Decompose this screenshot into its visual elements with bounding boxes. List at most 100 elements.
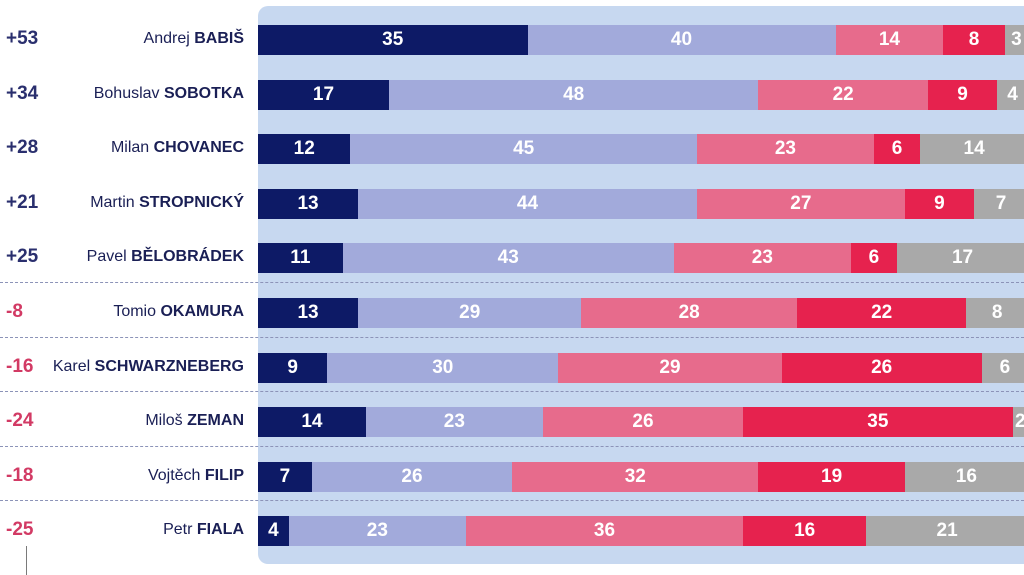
bar-segment: 32	[512, 461, 759, 492]
last-name: BĚLOBRÁDEK	[131, 248, 244, 266]
first-name: Miloš	[145, 412, 188, 430]
politician-name: Bohuslav SOBOTKA	[40, 67, 244, 121]
bar-segment: 8	[943, 25, 1005, 55]
bar-segment: 29	[358, 298, 582, 328]
bar-segment: 29	[558, 352, 782, 383]
bar-segment: 26	[542, 407, 744, 438]
bar-segment: 22	[758, 79, 928, 110]
stacked-bar: 11 43 23 6 17	[258, 243, 1024, 274]
chart-row: +25 Pavel BĚLOBRÁDEK 11 43 23 6 17	[0, 230, 1024, 284]
chart-row: -8 Tomio OKAMURA 13 29 28 22 8	[0, 285, 1024, 339]
bar-segment: 8	[966, 298, 1024, 328]
bar-segment: 11	[258, 243, 343, 274]
bar-segment: 23	[673, 243, 851, 274]
bar-segment: 28	[581, 298, 797, 328]
last-name: BABIŠ	[194, 30, 244, 47]
bar-segment: 16	[904, 461, 1024, 492]
stacked-bar: 12 45 23 6 14	[258, 134, 1024, 165]
bar-segment: 23	[696, 134, 874, 165]
row-separator	[0, 391, 1024, 393]
last-name: CHOVANEC	[153, 139, 244, 157]
politician-name: Miloš ZEMAN	[40, 394, 244, 448]
bar-segment: 6	[981, 352, 1024, 383]
net-score-label: -18	[6, 464, 34, 486]
last-name: STROPNICKÝ	[139, 193, 244, 211]
bar-segment: 7	[974, 188, 1024, 219]
bar-segment: 23	[365, 407, 543, 438]
bar-segment: 7	[258, 461, 312, 492]
axis-tick	[26, 546, 27, 575]
bar-segment: 14	[835, 25, 944, 55]
politician-name: Tomio OKAMURA	[40, 285, 244, 339]
bar-segment: 43	[342, 243, 674, 274]
stacked-bar: 7 26 32 19 16	[258, 461, 1024, 492]
bar-segment: 14	[920, 134, 1024, 165]
bar-segment: 44	[358, 188, 697, 219]
last-name: ZEMAN	[187, 412, 244, 430]
bar-segment: 13	[258, 188, 359, 219]
row-separator	[0, 500, 1024, 502]
chart-row: -25 Petr FIALA 4 23 36 16 21	[0, 503, 1024, 557]
stacked-bar: 14 23 26 35 2	[258, 407, 1024, 438]
bar-segment: 9	[904, 188, 975, 219]
first-name: Pavel	[86, 248, 132, 266]
bar-segment: 16	[743, 516, 867, 547]
first-name: Andrej	[143, 30, 195, 47]
politician-name: Karel SCHWARZNEBERG	[40, 340, 244, 394]
chart-row: -24 Miloš ZEMAN 14 23 26 35 2	[0, 394, 1024, 448]
last-name: FIALA	[196, 521, 244, 539]
bar-segment: 26	[311, 461, 513, 492]
bar-segment: 6	[873, 134, 921, 165]
stacked-bar: 13 44 27 9 7	[258, 188, 1024, 219]
bar-segment: 27	[696, 188, 905, 219]
chart-row: +28 Milan CHOVANEC 12 45 23 6 14	[0, 121, 1024, 175]
chart-row: -16 Karel SCHWARZNEBERG 9 30 29 26 6	[0, 340, 1024, 394]
first-name: Bohuslav	[93, 84, 164, 102]
first-name: Tomio	[113, 303, 161, 320]
net-score-label: +21	[6, 191, 39, 213]
chart-row: -18 Vojtěch FILIP 7 26 32 19 16	[0, 449, 1024, 503]
politician-name: Martin STROPNICKÝ	[40, 176, 244, 230]
last-name: SCHWARZNEBERG	[94, 357, 244, 375]
stacked-bar: 13 29 28 22 8	[258, 298, 1024, 328]
bar-segment: 13	[258, 298, 359, 328]
bar-segment: 23	[288, 516, 466, 547]
first-name: Milan	[110, 139, 154, 157]
net-score-label: -24	[6, 410, 34, 432]
bar-segment: 30	[327, 352, 559, 383]
bar-segment: 6	[850, 243, 898, 274]
last-name: SOBOTKA	[164, 84, 244, 102]
chart-row: +53 Andrej BABIŠ 35 40 14 8 3	[0, 12, 1024, 66]
bar-segment: 4	[258, 516, 289, 547]
bar-segment: 4	[997, 79, 1024, 110]
stacked-bar: 17 48 22 9 4	[258, 79, 1024, 110]
bar-segment: 35	[258, 25, 528, 55]
net-score-label: -8	[6, 301, 23, 322]
bar-segment: 48	[388, 79, 759, 110]
bar-segment: 17	[258, 79, 389, 110]
net-score-label: +34	[6, 82, 39, 104]
bar-segment: 26	[781, 352, 982, 383]
stacked-bar: 4 23 36 16 21	[258, 516, 1024, 547]
first-name: Petr	[163, 521, 197, 539]
net-score-label: +53	[6, 28, 39, 49]
stacked-bar: 9 30 29 26 6	[258, 352, 1024, 383]
net-score-label: -16	[6, 355, 34, 377]
bar-segment: 36	[465, 516, 744, 547]
politician-name: Andrej BABIŠ	[40, 12, 244, 66]
chart-row: +21 Martin STROPNICKÝ 13 44 27 9 7	[0, 176, 1024, 230]
bar-segment: 14	[258, 407, 366, 438]
first-name: Vojtěch	[147, 466, 205, 484]
chart-row: +34 Bohuslav SOBOTKA 17 48 22 9 4	[0, 67, 1024, 121]
bar-segment: 40	[527, 25, 836, 55]
row-separator	[0, 282, 1024, 283]
net-score-label: +28	[6, 137, 39, 159]
last-name: FILIP	[204, 466, 244, 484]
politician-name: Petr FIALA	[40, 503, 244, 557]
first-name: Martin	[90, 193, 140, 211]
bar-segment: 2	[1012, 407, 1024, 438]
stacked-bar: 35 40 14 8 3	[258, 25, 1024, 55]
bar-segment: 17	[897, 243, 1024, 274]
bar-segment: 21	[866, 516, 1024, 547]
politician-name: Pavel BĚLOBRÁDEK	[40, 230, 244, 284]
